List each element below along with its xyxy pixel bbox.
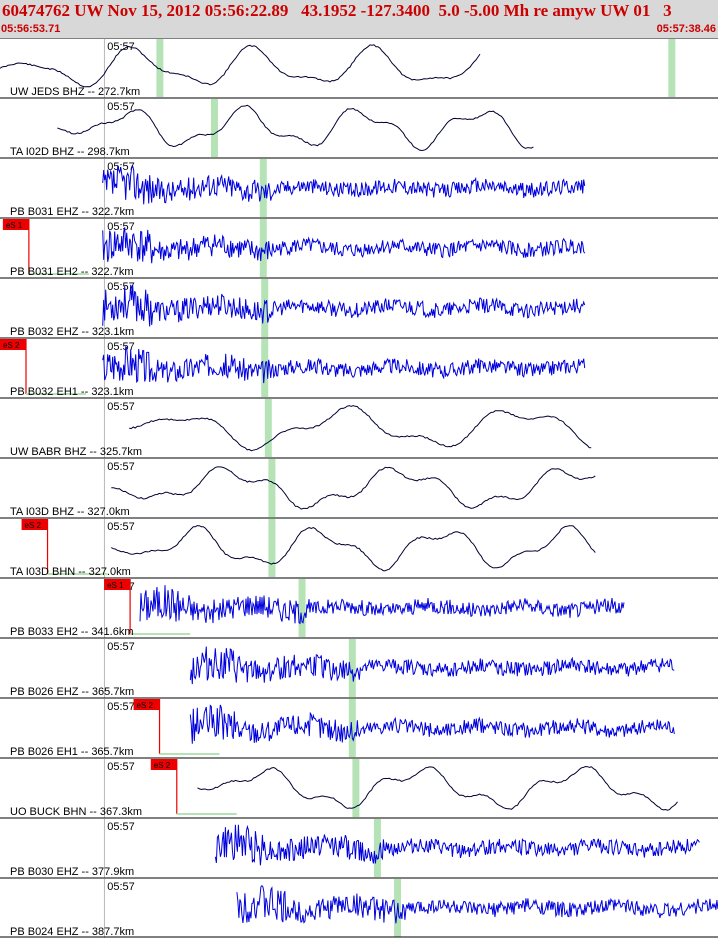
event-header: 60474762 UW Nov 15, 2012 05:56:22.89 43.… [0, 0, 718, 38]
phase-arrival-marker [210, 99, 218, 157]
phase-arrival-marker [373, 819, 381, 877]
pick-flag[interactable] [2, 219, 29, 230]
waveform-trace [102, 227, 586, 264]
pick-flag-label: eS 1 [6, 221, 23, 230]
minute-tick-label: 05:57 [107, 281, 135, 293]
trace-panel[interactable]: 05:57 eS 2 UO BUCK BHN -- 367.3km [0, 757, 718, 818]
trace-panel[interactable]: 05:57 eS 1 PB B031 EH2 -- 322.7km [0, 217, 718, 278]
phase-arrival-marker [268, 519, 276, 577]
waveform-trace [111, 525, 596, 572]
window-start-time: 05:56:53.71 [1, 23, 61, 35]
pick-flag-label: eS 2 [3, 341, 20, 350]
trace-panel[interactable]: 05:57 PB B024 EHZ -- 387.7km [0, 877, 718, 938]
waveform-trace [189, 646, 675, 685]
pick-flag[interactable] [0, 339, 26, 350]
station-label: PB B031 EH2 -- 322.7km [10, 266, 134, 278]
phase-arrival-marker [348, 639, 356, 697]
station-label: TA I02D BHZ -- 298.7km [10, 146, 130, 158]
minute-tick-label: 05:57 [107, 641, 135, 653]
waveform-trace [102, 165, 586, 205]
waveform-trace [102, 284, 586, 327]
minute-tick-label: 05:57 [107, 881, 135, 893]
trace-panel[interactable]: 05:57 PB B032 EHZ -- 323.1km [0, 277, 718, 338]
minute-tick-label: 05:57 [107, 401, 135, 413]
station-label: PB B024 EHZ -- 387.7km [10, 926, 134, 938]
station-label: TA I03D BHN -- 327.0km [10, 566, 131, 578]
waveform-trace [139, 585, 625, 625]
phase-arrival-marker [668, 39, 676, 97]
minute-tick-label: 05:57 [107, 461, 135, 473]
minute-tick-label: 05:57 [107, 821, 135, 833]
station-label: TA I03D BHZ -- 327.0km [10, 506, 130, 518]
phase-arrival-marker [259, 219, 267, 277]
phase-arrival-marker [264, 399, 272, 457]
phase-arrival-marker [156, 39, 164, 97]
pick-flag-label: eS 1 [107, 581, 124, 590]
trace-panel[interactable]: 05:57 eS 2 PB B026 EH1 -- 365.7km [0, 697, 718, 758]
waveform-trace [189, 704, 675, 744]
trace-panel[interactable]: 05:57 UW JEDS BHZ -- 272.7km [0, 38, 718, 98]
trace-panel[interactable]: 05:57 TA I03D BHZ -- 327.0km [0, 457, 718, 518]
pick-flag[interactable] [21, 519, 48, 530]
minute-tick-label: 05:57 [107, 221, 135, 233]
station-label: PB B033 EH2 -- 341.6km [10, 626, 134, 638]
waveform-trace [214, 824, 700, 866]
minute-tick-label: 05:57 [107, 341, 135, 353]
waveform-trace [0, 44, 481, 88]
phase-arrival-marker [348, 699, 356, 757]
trace-panel[interactable]: 05:57 eS 2 TA I03D BHN -- 327.0km [0, 517, 718, 578]
event-title: 60474762 UW Nov 15, 2012 05:56:22.89 43.… [2, 1, 672, 20]
phase-arrival-marker [352, 759, 360, 817]
station-label: UW JEDS BHZ -- 272.7km [10, 86, 140, 98]
waveform-trace [57, 104, 534, 152]
station-label: PB B026 EH1 -- 365.7km [10, 746, 134, 758]
waveform-trace [111, 466, 596, 510]
minute-tick-label: 05:57 [107, 101, 135, 113]
pick-flag-label: eS 2 [25, 521, 42, 530]
station-label: UW BABR BHZ -- 325.7km [10, 446, 142, 458]
waveform-trace [129, 405, 592, 452]
minute-tick-label: 05:57 [107, 521, 135, 533]
station-label: PB B030 EHZ -- 377.9km [10, 866, 134, 878]
seismogram-panel[interactable]: 05:57 UW JEDS BHZ -- 272.7km 05:57 TA I02D … [0, 38, 718, 938]
station-label: PB B026 EHZ -- 365.7km [10, 686, 134, 698]
trace-panel[interactable]: 05:57 eS 2 PB B032 EH1 -- 323.1km [0, 337, 718, 398]
trace-panel[interactable]: 05:57 PB B030 EHZ -- 377.9km [0, 817, 718, 878]
station-label: PB B032 EH1 -- 323.1km [10, 386, 134, 398]
seismogram-canvas[interactable]: 05:57 UW JEDS BHZ -- 272.7km 05:57 TA I02D … [0, 38, 718, 938]
trace-panel[interactable]: 05:57 TA I02D BHZ -- 298.7km [0, 97, 718, 158]
minute-tick-label: 05:57 [107, 701, 135, 713]
waveform-trace [197, 765, 678, 811]
station-label: PB B032 EHZ -- 323.1km [10, 326, 134, 338]
pick-flag-label: eS 2 [137, 701, 154, 710]
trace-panel[interactable]: 05:57 PB B026 EHZ -- 365.7km [0, 637, 718, 698]
minute-tick-label: 05:57 [107, 41, 135, 53]
phase-arrival-marker [298, 579, 306, 637]
window-end-time: 05:57:38.46 [656, 23, 716, 35]
pick-flag-label: eS 2 [154, 761, 171, 770]
station-label: PB B031 EHZ -- 322.7km [10, 206, 134, 218]
waveform-trace [102, 345, 586, 384]
station-label: UO BUCK BHN -- 367.3km [10, 806, 142, 818]
pick-flag[interactable] [104, 579, 131, 590]
minute-tick-label: 05:57 [107, 761, 135, 773]
pick-flag[interactable] [133, 699, 160, 710]
phase-arrival-marker [261, 279, 269, 337]
pick-flag[interactable] [150, 759, 177, 770]
trace-panel[interactable]: 05:57 UW BABR BHZ -- 325.7km [0, 397, 718, 458]
phase-arrival-marker [268, 459, 276, 517]
waveform-trace [236, 884, 718, 924]
